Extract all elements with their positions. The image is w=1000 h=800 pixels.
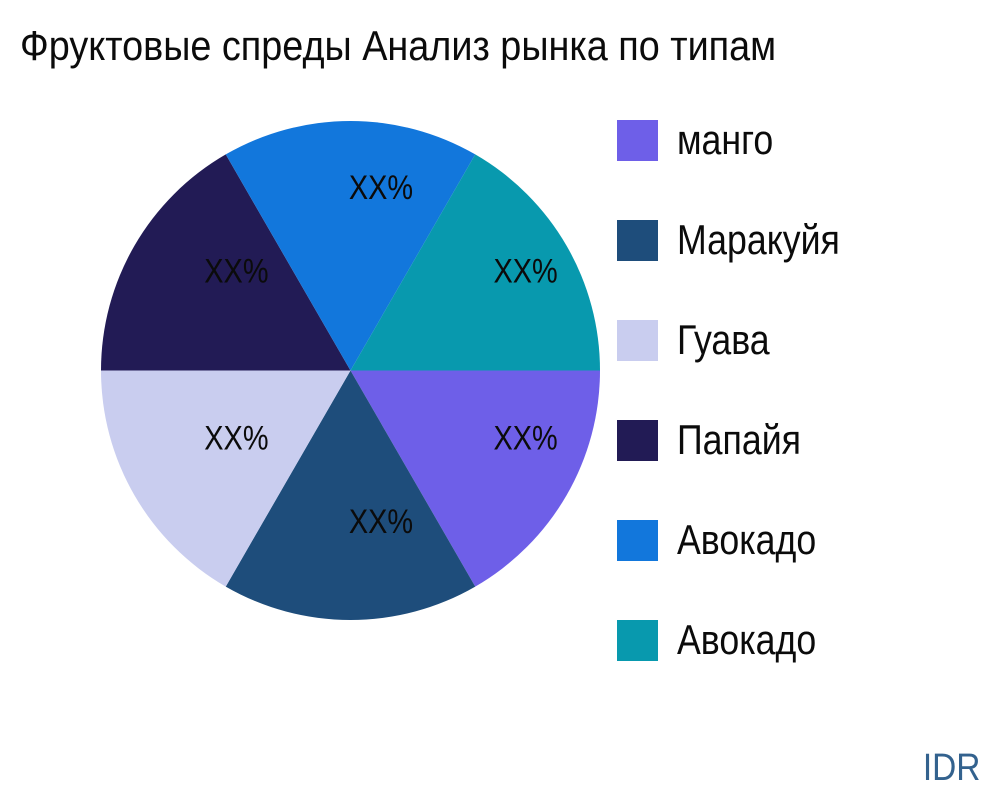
pie-slice-papaya xyxy=(101,154,351,371)
legend-label-maracuja: Маракуйя xyxy=(677,216,840,263)
legend-swatch-avocado-blue xyxy=(617,519,658,561)
legend-label-papaya: Папайя xyxy=(677,416,801,463)
pie-slice-avocado-blue xyxy=(225,121,476,371)
pie-slice-value-label-maracuja: XX% xyxy=(349,502,413,541)
pie-slice-value-label-mango: XX% xyxy=(493,418,557,457)
legend-label-guava: Гуава xyxy=(677,316,770,363)
legend-swatch-maracuja xyxy=(617,219,658,261)
pie-slice-avocado-teal xyxy=(350,154,600,371)
legend-item-avocado-teal: Авокадо xyxy=(617,619,869,661)
legend-swatch-papaya xyxy=(617,419,658,461)
pie-slice-maracuja xyxy=(225,370,476,620)
legend: манго Маракуйя Гуава Папайя Авокадо Авокадо xyxy=(617,119,869,719)
pie-slice-mango xyxy=(350,370,600,587)
pie-slice-value-label-avocado-teal: XX% xyxy=(493,251,557,290)
legend-label-mango: манго xyxy=(677,116,774,163)
legend-item-maracuja: Маракуйя xyxy=(617,219,869,261)
pie-slice-value-label-papaya: XX% xyxy=(204,251,268,290)
legend-swatch-mango xyxy=(617,119,658,161)
legend-swatch-avocado-teal xyxy=(617,619,658,661)
legend-label-avocado-teal: Авокадо xyxy=(677,616,817,663)
pie-slice-value-label-avocado-blue: XX% xyxy=(349,168,413,207)
currency-watermark: IDR xyxy=(922,747,980,789)
chart-title: Фруктовые спреды Анализ рынка по типам xyxy=(20,22,777,69)
legend-swatch-guava xyxy=(617,319,658,361)
legend-item-guava: Гуава xyxy=(617,319,869,361)
legend-item-mango: манго xyxy=(617,119,869,161)
pie-slice-guava xyxy=(101,370,351,587)
pie-slice-value-label-guava: XX% xyxy=(204,418,268,457)
legend-label-avocado-blue: Авокадо xyxy=(677,516,817,563)
legend-item-avocado-blue: Авокадо xyxy=(617,519,869,561)
legend-item-papaya: Папайя xyxy=(617,419,869,461)
